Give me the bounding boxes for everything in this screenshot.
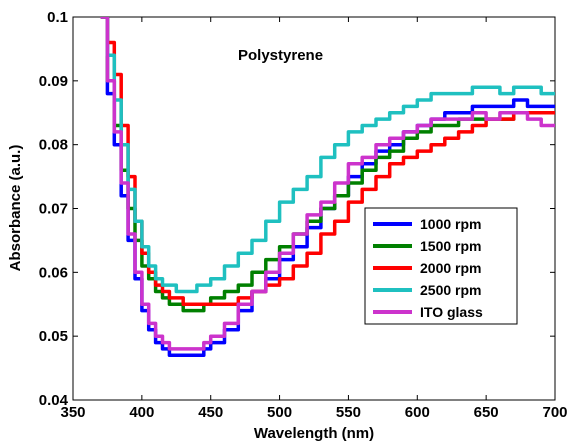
legend: 1000 rpm 1500 rpm 2000 rpm 2500 rpm ITO glas…: [364, 207, 518, 325]
y-tick-label: 0.1: [47, 9, 68, 26]
x-tick-label: 650: [474, 404, 499, 421]
y-axis-title: Absorbance (a.u.): [7, 145, 24, 272]
y-tick-label: 0.06: [39, 264, 68, 281]
polystyrene-annotation: Polystyrene: [238, 47, 323, 64]
axis-ticks: 350 400 450 500 550 600 650 700 0.04 0.05 0.06 0.07…: [39, 9, 568, 421]
legend-label: 2500 rpm: [420, 282, 481, 298]
legend-label: 1000 rpm: [420, 216, 481, 232]
x-tick-label: 500: [267, 404, 292, 421]
x-tick-label: 700: [542, 404, 567, 421]
x-tick-label: 450: [198, 404, 223, 421]
series-line: [100, 17, 555, 307]
y-tick-label: 0.05: [39, 328, 68, 345]
legend-label: 1500 rpm: [420, 238, 481, 254]
series-lines: [100, 17, 555, 358]
y-tick-label: 0.09: [39, 73, 68, 90]
x-tick-label: 600: [405, 404, 430, 421]
x-tick-label: 350: [60, 404, 85, 421]
series-line: [100, 17, 555, 294]
x-tick-label: 400: [129, 404, 154, 421]
x-axis-title: Wavelength (nm): [254, 425, 374, 442]
legend-label: 2000 rpm: [420, 260, 481, 276]
y-tick-label: 0.07: [39, 201, 68, 218]
legend-label: ITO glass: [420, 304, 483, 320]
series-line: [100, 17, 555, 351]
x-tick-label: 550: [336, 404, 361, 421]
y-tick-label: 0.08: [39, 137, 68, 154]
y-tick-label: 0.04: [39, 392, 69, 409]
